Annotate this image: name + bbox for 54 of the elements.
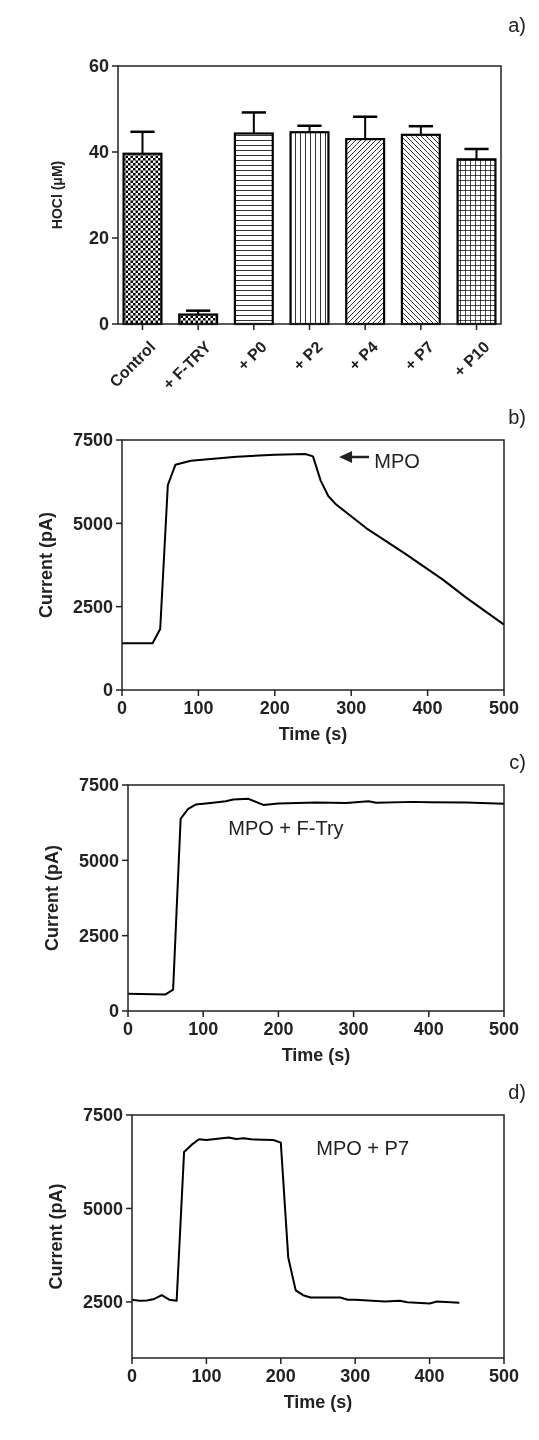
y-axis-title: Current (pA) [46,1183,66,1290]
line-series [131,1136,461,1305]
y-tick-label: 2500 [72,596,113,617]
x-tick-label: 200 [259,698,290,718]
y-tick-label: 5000 [82,1198,123,1219]
x-tick-label: + P7 [401,337,437,374]
x-tick-label: 200 [265,1366,296,1386]
x-tick-label: 400 [413,1019,444,1039]
y-tick-label: 40 [88,142,109,163]
y-axis-title: Current (pA) [42,845,62,951]
annotation: MPO + F-Try [228,817,344,839]
y-tick-label: 7500 [72,430,113,451]
y-tick-label: 0 [98,314,109,335]
annotation: MPO + P7 [316,1137,410,1159]
y-tick-label: 0 [108,1001,119,1022]
y-tick-label: 5000 [78,850,119,871]
line-series [121,453,505,645]
x-tick-label: 300 [340,1366,371,1386]
x-tick-label: 500 [488,1019,520,1039]
x-tick-label: 100 [188,1019,219,1039]
x-tick-label: 100 [183,698,214,718]
y-tick-label: 60 [88,56,109,77]
x-tick-label: 400 [414,1366,445,1386]
y-axis-title: HOCl (μM) [49,160,65,230]
x-tick-label: + P0 [234,337,270,374]
x-tick-label: 100 [191,1366,222,1386]
chart-title: c) [509,751,526,773]
y-tick-label: 7500 [82,1105,123,1126]
x-tick-label: 0 [126,1366,138,1386]
y-tick-label: 2500 [78,925,119,946]
x-tick-label: 500 [488,698,520,718]
chart-title: a) [508,14,526,36]
x-tick-label: + P2 [289,337,326,374]
y-tick-label: 20 [88,228,109,249]
x-tick-label: + P10 [450,337,493,380]
line-series [127,797,505,996]
x-tick-label: 200 [263,1019,294,1039]
chart-title: b) [508,406,526,428]
y-axis-title: Current (pA) [36,512,56,618]
x-axis-title: Time (s) [278,724,348,744]
y-tick-label: 7500 [78,775,119,796]
y-tick-label: 0 [102,680,113,701]
x-axis-title: Time (s) [283,1392,353,1412]
y-tick-label: 5000 [72,513,113,534]
annotation: MPO [374,450,420,472]
x-tick-label: + P4 [345,337,382,374]
x-tick-label: 300 [338,1019,369,1039]
x-axis-title: Time (s) [281,1045,351,1065]
bar [289,131,330,326]
x-tick-label: 400 [412,698,443,718]
x-tick-label: 300 [336,698,367,718]
x-tick-label: 500 [488,1366,520,1386]
chart-title: d) [508,1081,526,1103]
y-tick-label: 2500 [82,1292,123,1313]
